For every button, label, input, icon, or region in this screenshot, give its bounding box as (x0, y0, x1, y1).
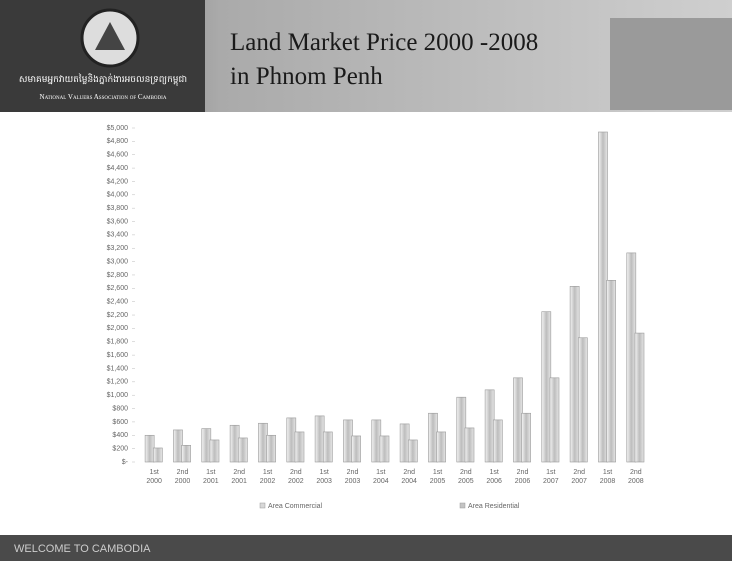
y-tick-label: $600 (112, 419, 128, 426)
y-tick-label: $4,200 (107, 178, 129, 185)
bar (286, 417, 297, 463)
bar (407, 439, 418, 463)
x-tick-label: 2nd 2001 (231, 469, 247, 485)
x-tick-label: 2nd 2002 (288, 469, 304, 485)
x-tick-label: 2nd 2000 (175, 469, 191, 485)
bar (521, 412, 531, 463)
bar (577, 337, 588, 463)
y-tick-label: $200 (112, 445, 128, 452)
bar (181, 444, 191, 463)
bar (606, 280, 616, 463)
bar (569, 286, 580, 463)
y-tick-label: $2,400 (107, 299, 129, 306)
bar (492, 419, 503, 463)
y-tick-label: $800 (112, 405, 128, 412)
x-tick-label: 2nd 2006 (515, 469, 531, 485)
y-tick-label: $3,800 (107, 205, 129, 212)
bar (541, 311, 552, 463)
city-photo (610, 18, 732, 110)
x-tick-label: 2nd 2005 (458, 469, 474, 485)
x-tick-label: 1st 2006 (486, 469, 502, 485)
y-tick-label: $3,200 (107, 245, 129, 252)
y-tick-label: $3,600 (107, 218, 129, 225)
bar (209, 439, 220, 463)
bar (351, 435, 361, 463)
org-name-en: National Valuers Association of Cambodia (40, 93, 167, 101)
bar (371, 419, 382, 463)
x-tick-label: 1st 2005 (430, 469, 446, 485)
x-tick-label: 1st 2002 (260, 469, 276, 485)
x-tick-label: 1st 2004 (373, 469, 389, 485)
legend-swatch (459, 502, 466, 509)
bar (626, 252, 637, 463)
y-tick-label: $3,000 (107, 258, 129, 265)
y-tick-label: $1,800 (107, 339, 129, 346)
bar (456, 396, 467, 463)
legend-label: Area Commercial (268, 503, 323, 510)
chart: $- $200 $400 $600 $800 $1,000 $1,200 $1,400 $1,6… (107, 125, 645, 510)
x-tick-label: 1st 2007 (543, 469, 559, 485)
bar (173, 429, 183, 463)
y-tick-label: $400 (112, 432, 128, 439)
y-tick-label: $2,200 (107, 312, 129, 319)
footer-text: WELCOME TO CAMBODIA (14, 543, 151, 555)
y-tick-label: $2,600 (107, 285, 129, 292)
title-line: in Phnom Penh (230, 63, 383, 90)
bar (201, 428, 212, 463)
bar (237, 437, 248, 463)
logo-icon (95, 22, 125, 50)
y-tick-label: $3,400 (107, 232, 129, 239)
x-tick-label: 1st 2001 (203, 469, 219, 485)
bar (266, 434, 276, 463)
bar (258, 422, 268, 463)
bar (379, 435, 390, 463)
x-tick-label: 1st 2008 (600, 469, 616, 485)
bar (399, 423, 410, 463)
y-tick-label: $5,000 (107, 125, 129, 132)
title-line: Land Market Price 2000 -2008 (230, 29, 538, 56)
x-tick-label: 2nd 2008 (628, 469, 644, 485)
y-tick-label: $4,600 (107, 152, 129, 159)
bar (428, 412, 438, 463)
x-tick-label: 2nd 2003 (345, 469, 361, 485)
bar (549, 377, 560, 463)
bar (314, 415, 325, 463)
bar (294, 431, 305, 463)
y-tick-label: $1,200 (107, 379, 129, 386)
bar (634, 332, 645, 463)
bar (152, 447, 163, 463)
bar (436, 431, 446, 463)
y-tick-label: $4,400 (107, 165, 129, 172)
y-tick-label: $2,800 (107, 272, 129, 279)
bar (484, 389, 495, 463)
y-tick-label: $1,600 (107, 352, 129, 359)
bar (598, 131, 608, 463)
x-tick-label: 2nd 2004 (401, 469, 417, 485)
bar (229, 424, 240, 463)
footer-band (0, 535, 732, 561)
y-tick-label: $4,000 (107, 192, 129, 199)
bar (322, 431, 333, 463)
legend-label: Area Residential (468, 503, 520, 510)
bar (464, 427, 475, 463)
y-tick-label: $1,400 (107, 365, 129, 372)
y-tick-label: $4,800 (107, 138, 129, 145)
y-tick-label: $1,000 (107, 392, 129, 399)
y-tick-label: $- (122, 459, 129, 466)
bar (144, 434, 155, 463)
x-tick-label: 2nd 2007 (571, 469, 587, 485)
bar (513, 377, 523, 463)
y-tick-label: $2,000 (107, 325, 129, 332)
x-tick-label: 1st 2000 (146, 469, 162, 485)
x-tick-label: 1st 2003 (316, 469, 332, 485)
legend-swatch (259, 502, 266, 509)
org-name-km: សមាគមអ្នកវាយតម្លៃនិងភ្នាក់ងារអចលនទ្រព្យក… (19, 73, 187, 86)
bar (343, 419, 353, 463)
